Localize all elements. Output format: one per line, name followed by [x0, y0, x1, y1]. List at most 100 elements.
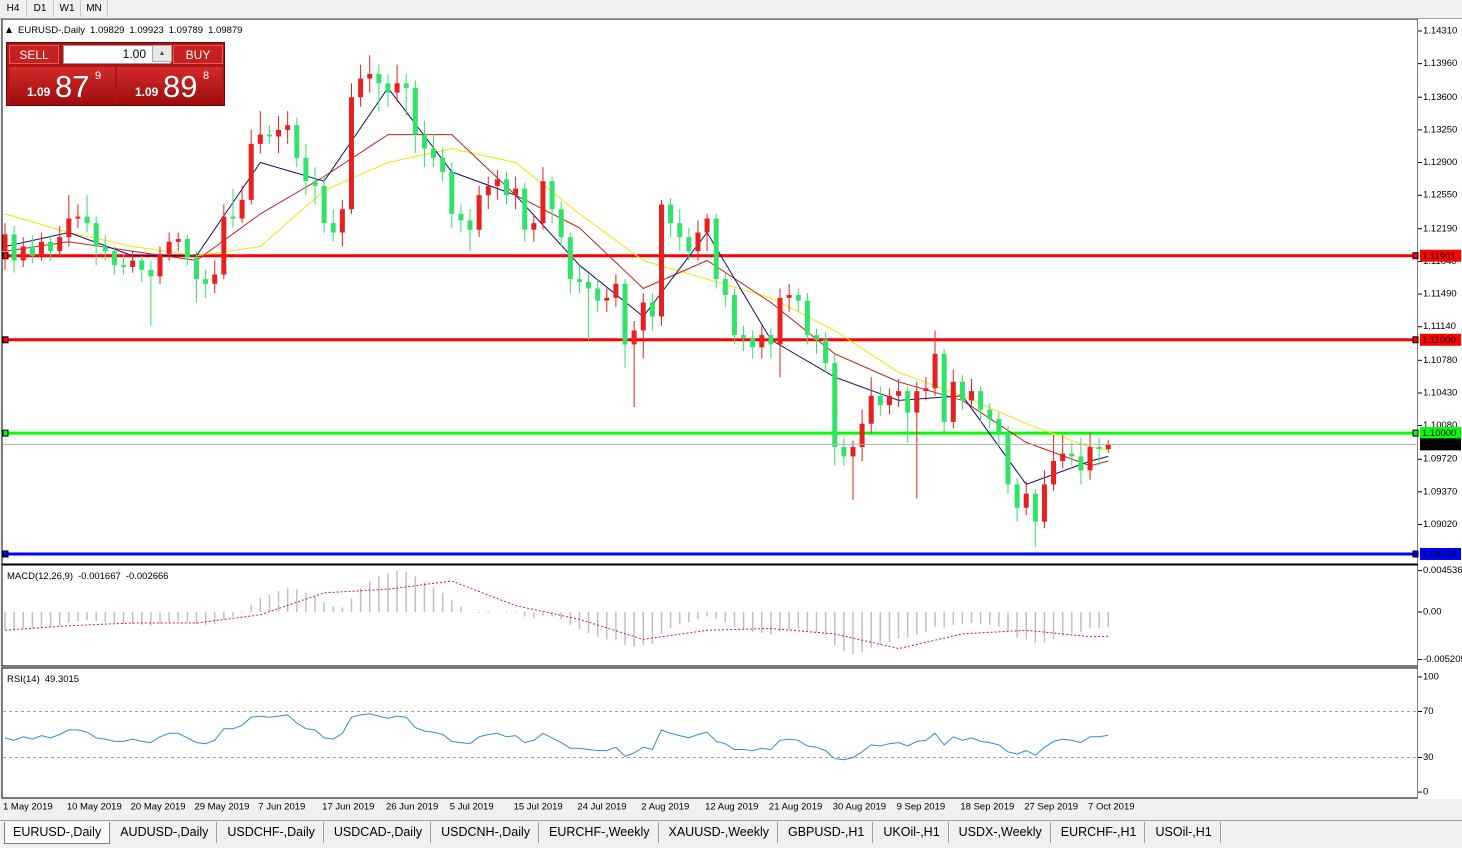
x-tick-label: 18 Sep 2019	[960, 802, 1014, 813]
candle-body	[266, 134, 272, 137]
chart-tab[interactable]: GBPUSD-,H1	[780, 822, 874, 843]
candle-body	[668, 204, 674, 224]
candle-body	[230, 216, 236, 219]
price-fraction: 8	[203, 70, 210, 82]
chart-tab[interactable]: USDCHF-,Daily	[219, 822, 324, 843]
period-button[interactable]: D1	[27, 0, 54, 17]
candle-body	[631, 330, 637, 345]
period-button[interactable]: MN	[81, 0, 108, 17]
x-tick-label: 7 Oct 2019	[1088, 802, 1134, 813]
candle-body	[586, 281, 592, 289]
title-value: 1.09879	[208, 25, 242, 36]
candle-body	[686, 237, 692, 252]
x-tick-label: 7 Jun 2019	[258, 802, 305, 813]
candle-body	[57, 237, 63, 252]
chart-tab[interactable]: XAUUSD-,Weekly	[661, 822, 778, 843]
candle-body	[531, 223, 537, 230]
candle-body	[358, 78, 364, 98]
price-fraction: 9	[95, 70, 102, 82]
y-tick-label: 30	[1423, 752, 1434, 763]
chart-tab[interactable]: EURCHF-,H1	[1053, 822, 1146, 843]
candle-body	[677, 223, 683, 238]
chart-tab[interactable]: USDCAD-,Daily	[326, 822, 432, 843]
candle-body	[658, 204, 664, 317]
line-price-label: 1.10000	[1422, 428, 1456, 439]
candle-body	[367, 73, 373, 79]
candle-body	[203, 279, 209, 284]
candle-body	[2, 234, 8, 252]
y-tick-label: 1.13250	[1423, 124, 1457, 135]
lot-increase[interactable]: ▲	[152, 45, 172, 62]
candle-body	[166, 241, 172, 254]
period-button[interactable]: H4	[0, 0, 27, 17]
x-tick-label: 17 Jun 2019	[322, 802, 374, 813]
candle-body	[567, 237, 573, 280]
sell-button[interactable]: SELL	[9, 45, 59, 64]
candle-body	[148, 269, 154, 277]
candle-body	[485, 185, 491, 196]
candle-body	[741, 335, 747, 338]
buy-button[interactable]: BUY	[173, 45, 223, 64]
title-value: -0.002666	[126, 571, 169, 582]
x-tick-label: 9 Sep 2019	[897, 802, 946, 813]
y-tick-label: 1.10080	[1423, 420, 1457, 431]
x-tick-label: 29 May 2019	[194, 802, 249, 813]
line-price-box	[1420, 427, 1461, 440]
candle-body	[1005, 433, 1011, 485]
candle-body	[731, 295, 737, 336]
chart-tab[interactable]: USDCNH-,Daily	[433, 822, 540, 843]
chart-tab[interactable]: EURUSD-,Daily	[4, 822, 111, 844]
candle-body	[595, 288, 601, 301]
candle-body	[959, 381, 965, 401]
candle-body	[969, 391, 975, 401]
candle-body	[38, 241, 44, 256]
candle-body	[1096, 447, 1102, 449]
indicator-title: RSI(14) 49.3015	[7, 674, 79, 685]
candle-body	[29, 246, 35, 256]
candle-body	[941, 353, 947, 422]
candle-body	[832, 363, 838, 448]
candle-body	[20, 246, 26, 261]
candle-body	[330, 223, 336, 233]
candle-body	[285, 125, 291, 130]
y-tick-label: 1.11490	[1423, 289, 1457, 300]
lot-size-input[interactable]: 1.00	[63, 45, 171, 64]
period-button[interactable]: W1	[54, 0, 81, 17]
candle-body	[886, 395, 892, 406]
indicator-line	[4, 580, 1109, 650]
candle-body	[431, 148, 437, 158]
candle-body	[649, 302, 655, 317]
candle-body	[48, 241, 54, 252]
chart-tab[interactable]: USDX-,Weekly	[951, 822, 1051, 843]
y-tick-label: 70	[1423, 706, 1434, 717]
candle-body	[193, 257, 199, 280]
buy-price[interactable]: 1.09 89 8	[117, 67, 223, 105]
candle-body	[276, 129, 282, 137]
chart-tab[interactable]: UKOil-,H1	[875, 822, 949, 843]
candle-body	[613, 283, 619, 298]
chart-tab[interactable]: AUDUSD-,Daily	[112, 822, 218, 843]
y-tick-label: 0.004536	[1423, 565, 1462, 576]
candle-body	[923, 388, 929, 392]
candle-body	[212, 274, 218, 284]
y-tick-label: 1.09020	[1423, 519, 1457, 530]
candle-body	[93, 223, 99, 247]
y-tick-label: 1.09370	[1423, 486, 1457, 497]
chart-tab[interactable]: USOil-,H1	[1147, 822, 1221, 843]
candle-body	[449, 171, 455, 214]
line-price-box	[1420, 547, 1461, 560]
candle-body	[896, 391, 902, 396]
line-price-label: 1.08704	[1422, 549, 1456, 560]
candle-body	[412, 87, 418, 135]
line-price-box	[1420, 333, 1461, 346]
one-click-trading-panel: SELL ▼ 1.00 ▲ BUY 1.09 87 9 1.09 89 8	[6, 42, 225, 106]
candle-body	[640, 302, 646, 331]
y-tick-label: 1.13960	[1423, 58, 1457, 69]
sell-price[interactable]: 1.09 87 9	[9, 67, 115, 105]
candle-body	[576, 279, 582, 282]
candle-body	[294, 125, 300, 158]
candle-body	[248, 143, 254, 200]
candle-body	[841, 447, 847, 457]
chart-tab[interactable]: EURCHF-,Weekly	[541, 822, 659, 843]
price-prefix: 1.09	[135, 85, 159, 99]
